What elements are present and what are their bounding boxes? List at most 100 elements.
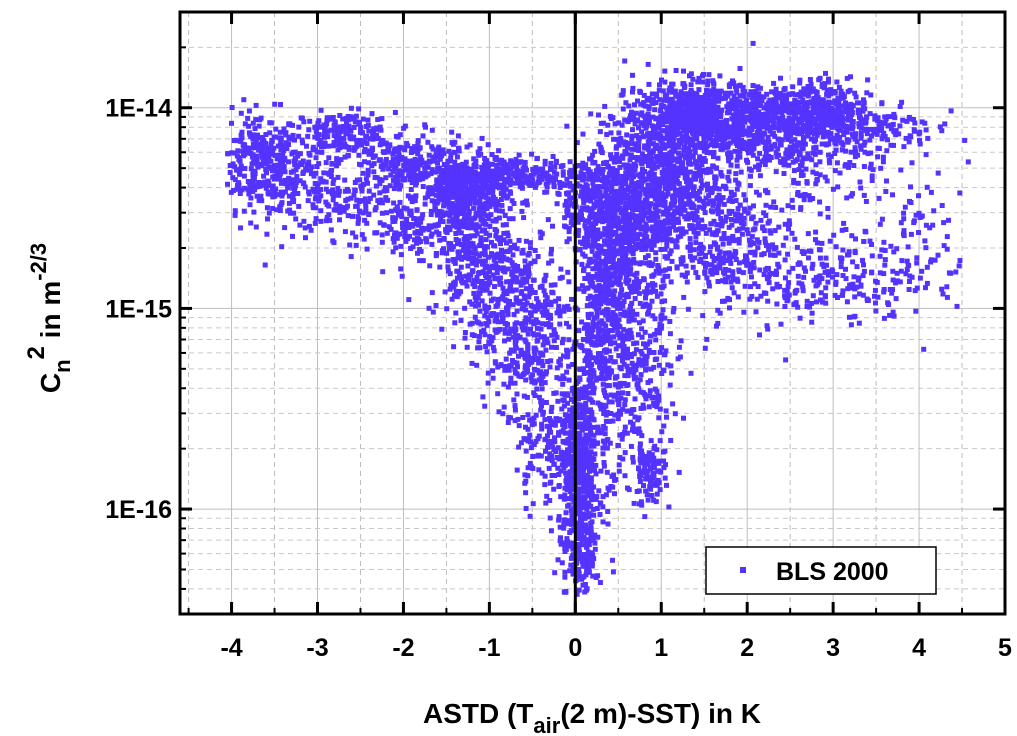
scatter-point (462, 205, 468, 211)
scatter-point (569, 296, 574, 302)
scatter-point (581, 172, 587, 178)
scatter-point (499, 182, 505, 188)
scatter-point (630, 309, 636, 314)
scatter-point (407, 233, 412, 239)
scatter-point (451, 178, 457, 184)
scatter-point (601, 284, 607, 290)
scatter-point (264, 205, 270, 211)
scatter-point (646, 309, 651, 315)
scatter-point (547, 312, 553, 318)
scatter-point (507, 279, 513, 285)
scatter-point (356, 121, 362, 127)
scatter-point (552, 439, 558, 445)
scatter-point (615, 235, 621, 241)
scatter-point (621, 256, 626, 262)
scatter-point (402, 177, 408, 183)
scatter-point (485, 380, 491, 386)
scatter-point (605, 122, 611, 128)
scatter-point (576, 453, 582, 459)
scatter-point (707, 227, 713, 233)
scatter-point (545, 445, 550, 450)
scatter-point (494, 163, 500, 168)
scatter-point (568, 562, 574, 568)
scatter-point (652, 386, 658, 392)
scatter-point (621, 344, 627, 350)
scatter-point (517, 335, 523, 341)
scatter-point (463, 199, 469, 205)
scatter-point (504, 305, 509, 311)
scatter-point (281, 126, 287, 132)
scatter-point (256, 135, 262, 141)
scatter-point (525, 274, 531, 280)
scatter-point (631, 341, 637, 347)
scatter-point (631, 367, 637, 373)
scatter-point (456, 254, 462, 260)
scatter-point (508, 380, 513, 386)
scatter-point (225, 151, 231, 157)
scatter-point (534, 155, 540, 161)
scatter-point (364, 220, 370, 226)
scatter-point (536, 370, 542, 376)
scatter-point (607, 328, 612, 333)
scatter-point (632, 219, 638, 225)
scatter-point (437, 264, 443, 270)
scatter-point (375, 117, 381, 122)
scatter-point (558, 356, 563, 362)
scatter-point (266, 164, 272, 170)
scatter-point (485, 213, 491, 219)
scatter-point (574, 140, 580, 146)
scatter-point (653, 499, 659, 505)
scatter-point (584, 541, 589, 546)
scatter-point (437, 156, 443, 162)
scatter-point (637, 441, 643, 447)
scatter-point (597, 297, 603, 303)
scatter-point (645, 497, 651, 503)
scatter-point (582, 276, 588, 281)
scatter-point (533, 412, 539, 418)
scatter-point (662, 298, 668, 304)
scatter-point (536, 173, 542, 179)
scatter-point (556, 472, 562, 477)
scatter-point (613, 199, 619, 205)
scatter-point (546, 173, 551, 179)
scatter-point (356, 199, 362, 204)
scatter-point (508, 167, 514, 173)
scatter-point (654, 327, 660, 333)
scatter-point (300, 169, 306, 175)
scatter-point (471, 205, 477, 211)
scatter-point (419, 215, 425, 221)
scatter-point (596, 376, 602, 381)
scatter-point (584, 191, 590, 197)
scatter-point (551, 327, 557, 333)
scatter-point (348, 254, 354, 260)
scatter-point (523, 478, 529, 484)
scatter-point (552, 282, 558, 288)
scatter-point (412, 144, 418, 150)
scatter-point (545, 359, 551, 364)
scatter-point (590, 266, 596, 272)
scatter-point (485, 168, 491, 173)
scatter-point (564, 413, 570, 419)
scatter-point (452, 186, 458, 192)
scatter-point (487, 223, 493, 229)
scatter-point (638, 405, 644, 411)
scatter-point (660, 88, 666, 94)
scatter-point (341, 208, 347, 214)
scatter-point (398, 252, 404, 258)
scatter-point (409, 199, 415, 205)
scatter-point (499, 185, 505, 191)
scatter-point (492, 243, 498, 249)
scatter-point (591, 284, 597, 290)
scatter-point (618, 186, 624, 192)
scatter-point (375, 126, 380, 132)
scatter-point (662, 274, 668, 279)
scatter-point (654, 404, 660, 410)
scatter-point (577, 549, 582, 555)
scatter-point (654, 491, 660, 497)
scatter-point (612, 271, 618, 277)
scatter-point (653, 250, 659, 256)
scatter-point (522, 302, 528, 307)
scatter-point (631, 372, 637, 378)
scatter-point (280, 191, 286, 197)
scatter-point (634, 340, 640, 346)
